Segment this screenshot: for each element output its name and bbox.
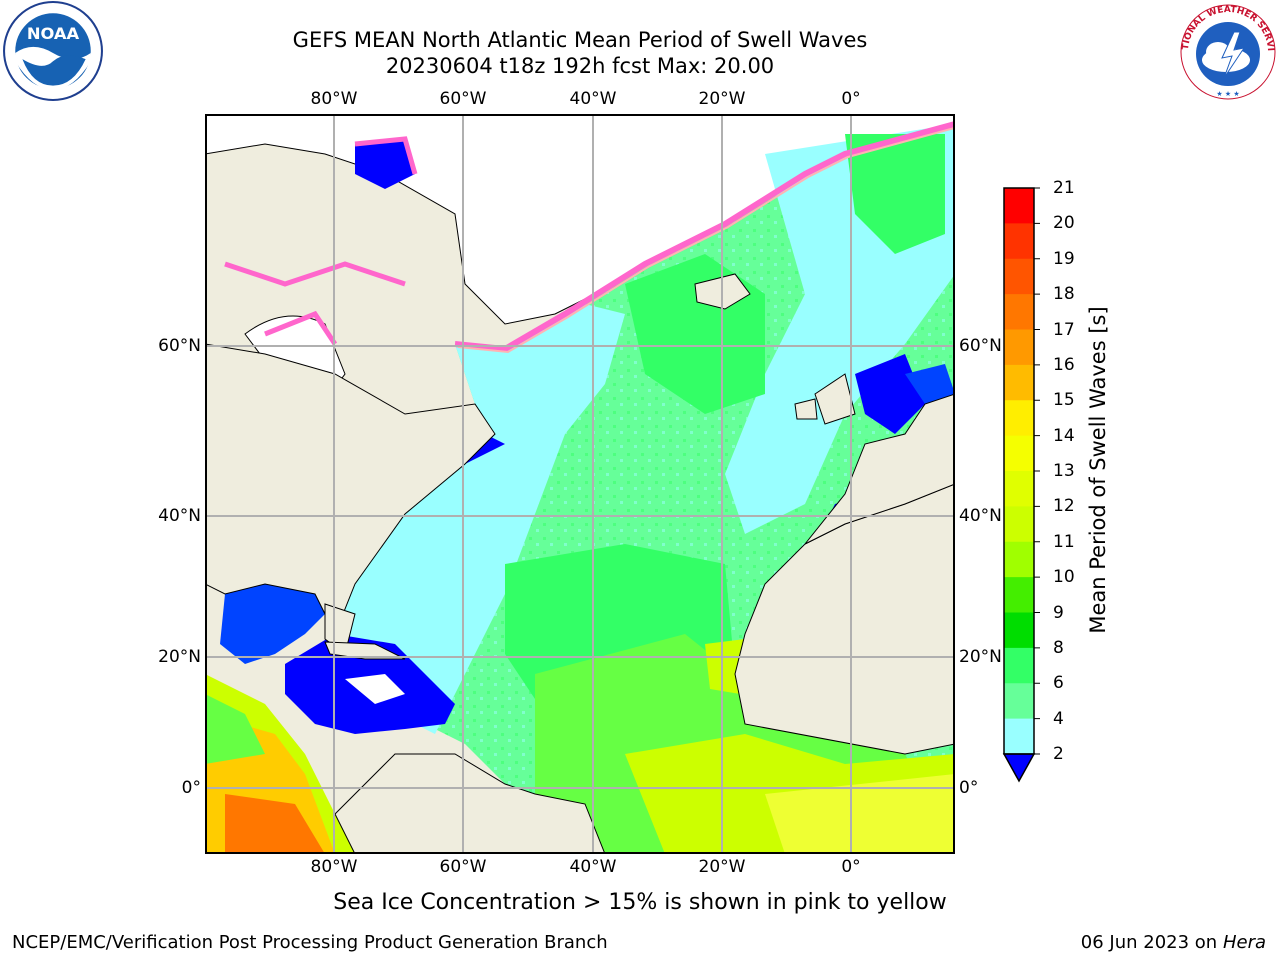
lon-tick-top-20w: 20°W: [698, 89, 746, 109]
chart-subtitle: 20230604 t18z 192h fcst Max: 20.00: [385, 54, 775, 78]
lon-tick-top-80w: 80°W: [310, 89, 358, 109]
lat-tick-right-40n: 40°N: [959, 506, 1002, 526]
colorbar-segment: [1004, 223, 1034, 260]
lon-tick-bottom-80w: 80°W: [310, 857, 358, 877]
lon-tick-top-40w: 40°W: [569, 89, 617, 109]
chart-title: GEFS MEAN North Atlantic Mean Period of …: [292, 28, 868, 52]
lat-tick-left-20n: 20°N: [158, 647, 201, 667]
colorbar-extend-triangle: [1002, 753, 1036, 783]
colorbar-tick-label: 14: [1053, 425, 1075, 446]
colorbar-tick-label: 2: [1053, 744, 1064, 764]
colorbar-segment: [1004, 577, 1034, 613]
europe: [804, 393, 955, 545]
colorbar-segment: [1004, 258, 1034, 295]
map-frame: [205, 114, 955, 854]
credit-line: NCEP/EMC/Verification Post Processing Pr…: [12, 932, 608, 953]
sea-ice-edge: [454, 121, 955, 353]
colorbar-tick-label: 15: [1053, 390, 1075, 411]
colorbar-segment: [1004, 294, 1034, 330]
lat-tick-left-0: 0°: [181, 778, 201, 798]
colorbar-segment: [1004, 683, 1034, 720]
graticule: [205, 114, 955, 854]
colorbar-segment: [1004, 471, 1034, 507]
lon-tick-top-0: 0°: [841, 89, 861, 109]
colorbar-tick-label: 10: [1053, 567, 1075, 588]
colorbar-segment: [1004, 435, 1034, 472]
swell-period-map: [205, 114, 955, 854]
svg-text:★ ★ ★: ★ ★ ★: [1216, 90, 1239, 98]
lat-tick-right-20n: 20°N: [959, 647, 1002, 667]
colorbar-tick-label: 17: [1053, 319, 1075, 340]
colorbar-tick-label: 13: [1053, 461, 1075, 481]
colorbar-segment: [1004, 364, 1034, 401]
colorbar-segment: [1004, 506, 1034, 543]
colorbar-tick-label: 4: [1053, 708, 1064, 729]
noaa-logo-text: NOAA: [27, 24, 80, 43]
colorbar-segment: [1004, 541, 1034, 578]
lon-tick-bottom-20w: 20°W: [698, 857, 746, 877]
colorbar-tick-label: 6: [1053, 673, 1064, 694]
lat-tick-left-60n: 60°N: [158, 336, 201, 356]
lon-tick-bottom-40w: 40°W: [569, 857, 617, 877]
colorbar-tick-label: 9: [1053, 602, 1064, 623]
noaa-logo-icon: NOAA: [3, 1, 103, 101]
lat-tick-right-0: 0°: [959, 778, 979, 798]
colorbar-tick-label: 16: [1053, 354, 1075, 375]
lat-tick-right-60n: 60°N: [959, 336, 1002, 356]
colorbar-tick-label: 18: [1053, 284, 1075, 305]
colorbar-tick-label: 19: [1053, 248, 1075, 269]
colorbar-tick-label: 8: [1053, 637, 1064, 658]
generation-date: 06 Jun 2023 on: [1080, 932, 1218, 953]
colorbar-tick-label: 20: [1053, 213, 1075, 234]
colorbar-segment: [1004, 612, 1034, 649]
lon-tick-top-60w: 60°W: [439, 89, 487, 109]
colorbar-tick-label: 12: [1053, 496, 1075, 517]
gulf-of-mexico: [220, 584, 325, 664]
lat-tick-left-40n: 40°N: [158, 506, 201, 526]
north-america: [205, 343, 496, 636]
colorbar-tick-label: 21: [1053, 178, 1075, 198]
generation-stamp: 06 Jun 2023 on Hera: [1081, 932, 1266, 953]
south-america: [334, 753, 606, 854]
colorbar-tick-label: 11: [1053, 531, 1075, 552]
colorbar-label: Mean Period of Swell Waves [s]: [1086, 306, 1110, 634]
sea-ice-note: Sea Ice Concentration > 15% is shown in …: [333, 890, 947, 915]
generation-host: Hera: [1222, 932, 1266, 953]
nws-logo-icon: NATIONAL WEATHER SERVICE ★ ★ ★: [1178, 2, 1276, 100]
colorbar-segment: [1004, 329, 1034, 366]
colorbar-segment: [1004, 400, 1034, 437]
colorbar-segment: [1004, 647, 1034, 684]
lon-tick-bottom-60w: 60°W: [439, 857, 487, 877]
colorbar: [1002, 187, 1040, 783]
colorbar-segment: [1004, 188, 1034, 224]
colorbar-segment: [1004, 718, 1034, 755]
lon-tick-bottom-0: 0°: [841, 857, 861, 877]
